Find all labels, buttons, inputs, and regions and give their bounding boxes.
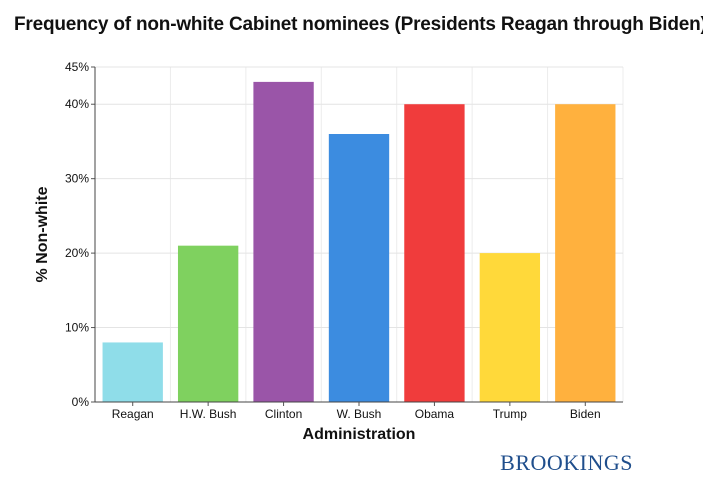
bar	[328, 134, 390, 402]
x-tick-label: Biden	[570, 407, 601, 421]
x-tick-label: Trump	[493, 407, 528, 421]
x-tick-label: Clinton	[265, 407, 302, 421]
y-tick-label: 45%	[65, 60, 89, 74]
bar	[555, 104, 616, 402]
x-tick-label: Obama	[415, 407, 455, 421]
x-axis-title: Administration	[303, 426, 416, 443]
bar	[102, 342, 163, 402]
bar	[177, 245, 239, 402]
y-tick-label: 30%	[65, 172, 89, 186]
chart-title: Frequency of non-white Cabinet nominees …	[14, 14, 703, 35]
y-axis-title: % Non-white	[34, 186, 51, 282]
bar	[404, 104, 465, 402]
brookings-logo: BROOKINGS	[500, 450, 633, 475]
x-tick-label: Reagan	[112, 407, 154, 421]
x-tick-label: H.W. Bush	[180, 407, 237, 421]
bar	[479, 253, 541, 402]
y-tick-label: 40%	[65, 97, 89, 111]
y-tick-label: 20%	[65, 246, 89, 260]
y-tick-label: 10%	[65, 321, 89, 335]
x-tick-label: W. Bush	[337, 407, 382, 421]
y-tick-label: 0%	[72, 395, 90, 409]
bar	[253, 81, 314, 402]
